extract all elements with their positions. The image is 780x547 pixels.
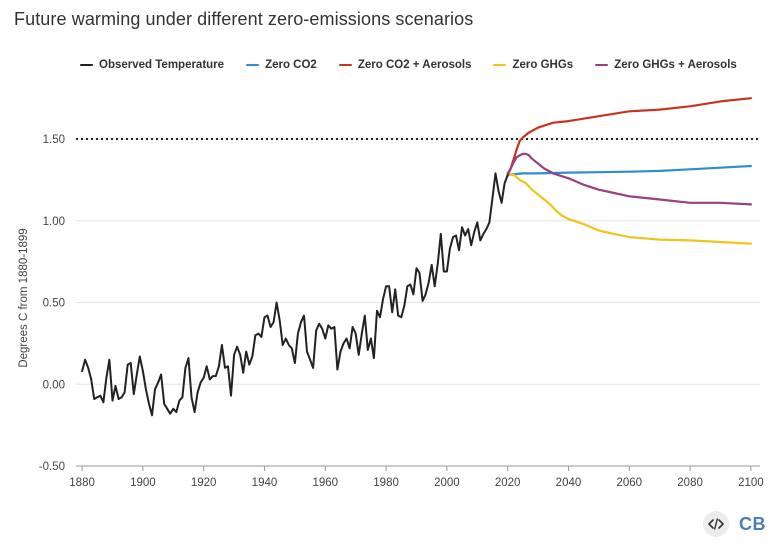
y-tick-label: 0.50 xyxy=(43,298,65,310)
legend-swatch xyxy=(493,63,507,67)
series-layer xyxy=(81,97,753,417)
y-tick-label: -0.50 xyxy=(39,461,65,473)
x-tick-label: 1880 xyxy=(69,477,95,489)
x-tick-label: 1900 xyxy=(130,477,156,489)
x-tick-label: 2060 xyxy=(616,477,642,489)
carbon-brief-logo: CB xyxy=(739,513,766,534)
legend-label: Observed Temperature xyxy=(99,59,225,71)
legend-swatch xyxy=(246,63,260,67)
axis-layer: -0.50 0.00 0.50 1.00 1.50 1880 1900 1920 1940 196… xyxy=(18,134,764,489)
y-axis-title: Degrees C from 1880-1899 xyxy=(18,228,30,367)
y-tick-label: 0.00 xyxy=(43,379,65,391)
x-tick-label: 2040 xyxy=(556,477,582,489)
x-tick-label: 1980 xyxy=(373,477,399,489)
legend-swatch xyxy=(338,63,352,67)
series-line-zero-co2 xyxy=(506,164,753,177)
brand-footer: CB xyxy=(703,511,766,537)
x-tick-label: 2000 xyxy=(434,477,460,489)
legend-label: Zero CO2 xyxy=(265,59,317,71)
y-tick-label: 1.50 xyxy=(43,134,65,146)
legend-label: Zero GHGs + Aerosols xyxy=(614,59,737,71)
code-embed-icon[interactable] xyxy=(703,511,729,537)
x-tick-label: 2020 xyxy=(495,477,521,489)
x-tick-label: 2080 xyxy=(677,477,703,489)
x-tick-label: 1960 xyxy=(312,477,338,489)
grid-layer xyxy=(76,138,760,467)
legend-swatch xyxy=(595,63,609,67)
y-tick-label: 1.00 xyxy=(43,216,65,228)
chart-legend: Observed Temperature Zero CO2 Zero CO2 + A… xyxy=(80,57,759,73)
legend-item: Zero CO2 xyxy=(246,59,317,71)
legend-swatch xyxy=(80,63,93,67)
series-line-zero-co2-aerosols xyxy=(506,97,753,175)
legend-item: Observed Temperature xyxy=(80,59,224,71)
x-tick-label: 1940 xyxy=(252,477,278,489)
x-tick-label: 2100 xyxy=(738,477,764,489)
legend-item: Zero GHGs + Aerosols xyxy=(595,59,737,71)
series-line-zero-ghgs xyxy=(506,173,753,245)
legend-label: Zero GHGs xyxy=(512,59,574,71)
series-line-zero-ghgs-aerosols xyxy=(506,152,753,206)
x-tick-label: 1920 xyxy=(191,477,217,489)
legend-item: Zero CO2 + Aerosols xyxy=(338,59,472,71)
legend-label: Zero CO2 + Aerosols xyxy=(357,59,472,71)
page-title: Future warming under different zero-emis… xyxy=(14,9,474,29)
series-line-observed-temperature xyxy=(81,172,509,417)
legend-item: Zero GHGs xyxy=(493,59,573,71)
